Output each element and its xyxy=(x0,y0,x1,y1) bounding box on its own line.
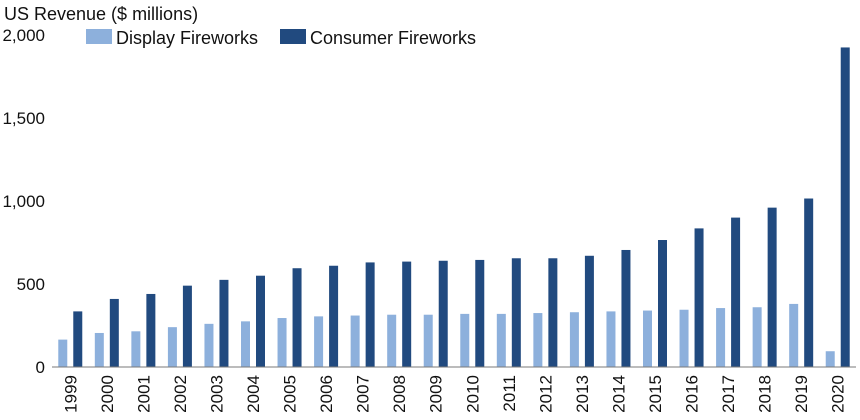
bar-display-2015 xyxy=(643,310,652,367)
bar-display-2004 xyxy=(241,321,250,367)
y-axis-label: US Revenue ($ millions) xyxy=(4,4,198,24)
bar-consumer-1999 xyxy=(73,311,83,367)
bar-display-2012 xyxy=(533,313,543,367)
bar-display-2017 xyxy=(716,308,726,367)
legend-swatch-display xyxy=(86,29,112,44)
x-tick-label: 2018 xyxy=(756,375,775,413)
bar-display-2019 xyxy=(789,303,799,367)
x-tick-label: 2015 xyxy=(646,375,665,413)
x-tick-label: 2006 xyxy=(317,375,336,413)
bar-consumer-2001 xyxy=(146,293,156,367)
bar-consumer-2017 xyxy=(731,217,741,367)
bar-display-2018 xyxy=(752,307,762,367)
bar-consumer-2016 xyxy=(694,228,704,367)
bar-consumer-2012 xyxy=(548,258,558,367)
bar-consumer-2010 xyxy=(475,259,485,367)
bar-consumer-2020 xyxy=(840,47,850,367)
bar-display-2008 xyxy=(387,314,397,367)
x-axis: 1999 2000 2001 2002 2003 2004 2005 2006 2007 2008… xyxy=(52,366,856,413)
bar-consumer-2009 xyxy=(438,260,448,367)
x-tick-label: 2008 xyxy=(390,375,409,413)
bar-consumer-2000 xyxy=(109,298,119,367)
bar-consumer-2014 xyxy=(621,249,631,367)
x-tick-label: 2005 xyxy=(281,375,300,413)
x-tick-label: 2010 xyxy=(463,375,482,413)
x-tick-label: 2016 xyxy=(683,375,702,413)
bar-display-2016 xyxy=(679,309,689,367)
bar-display-2003 xyxy=(204,323,214,367)
bar-display-2007 xyxy=(350,315,360,367)
x-tick-label: 2012 xyxy=(536,375,555,413)
bar-consumer-2008 xyxy=(402,261,412,367)
bar-display-2005 xyxy=(277,318,287,367)
y-tick-label: 0 xyxy=(36,358,45,377)
bars xyxy=(58,47,850,367)
legend-swatch-consumer xyxy=(280,29,306,44)
bar-consumer-2015 xyxy=(658,240,667,367)
bar-consumer-2011 xyxy=(511,258,521,367)
bar-display-2006 xyxy=(314,316,324,367)
bar-consumer-2013 xyxy=(584,255,594,367)
bar-consumer-2003 xyxy=(219,279,229,367)
bar-consumer-2002 xyxy=(182,285,192,367)
x-tick-label: 2002 xyxy=(171,375,190,413)
y-axis: 0 500 1,000 1,500 2,000 xyxy=(2,26,45,377)
x-tick-label: 2019 xyxy=(792,375,811,413)
bar-display-2020 xyxy=(825,351,835,367)
bar-display-2001 xyxy=(131,331,141,367)
bar-display-2002 xyxy=(167,327,177,367)
bar-consumer-2006 xyxy=(329,265,339,367)
y-tick-label: 1,000 xyxy=(2,192,45,211)
bar-display-2009 xyxy=(423,314,433,367)
legend: Display Fireworks Consumer Fireworks xyxy=(86,28,476,48)
x-tick-label: 2014 xyxy=(609,375,628,413)
x-tick-label: 2000 xyxy=(98,375,117,413)
bar-display-1999 xyxy=(58,339,68,367)
x-tick-label: 2020 xyxy=(829,375,848,413)
x-tick-label: 2017 xyxy=(719,375,738,413)
x-tick-label: 2004 xyxy=(244,375,263,413)
y-tick-label: 1,500 xyxy=(2,109,45,128)
bar-display-2013 xyxy=(569,312,579,367)
legend-label-display: Display Fireworks xyxy=(116,28,258,48)
bar-display-2000 xyxy=(94,332,104,367)
legend-label-consumer: Consumer Fireworks xyxy=(310,28,476,48)
bar-consumer-2004 xyxy=(256,275,265,367)
bar-consumer-2018 xyxy=(767,207,777,367)
x-tick-label: 2001 xyxy=(134,375,153,413)
x-tick-label: 2003 xyxy=(207,375,226,413)
x-tick-label: 2009 xyxy=(427,375,446,413)
bar-display-2014 xyxy=(606,311,616,367)
bar-consumer-2019 xyxy=(804,198,814,367)
y-tick-label: 500 xyxy=(17,275,45,294)
bar-display-2011 xyxy=(496,313,506,367)
x-tick-label: 2013 xyxy=(573,375,592,413)
y-tick-label: 2,000 xyxy=(2,26,45,45)
x-tick-label: 2011 xyxy=(500,375,519,412)
bar-display-2010 xyxy=(460,313,470,367)
x-tick-label: 1999 xyxy=(61,375,80,413)
x-tick-label: 2007 xyxy=(354,375,373,413)
bar-consumer-2005 xyxy=(292,268,302,367)
bar-consumer-2007 xyxy=(365,262,375,367)
